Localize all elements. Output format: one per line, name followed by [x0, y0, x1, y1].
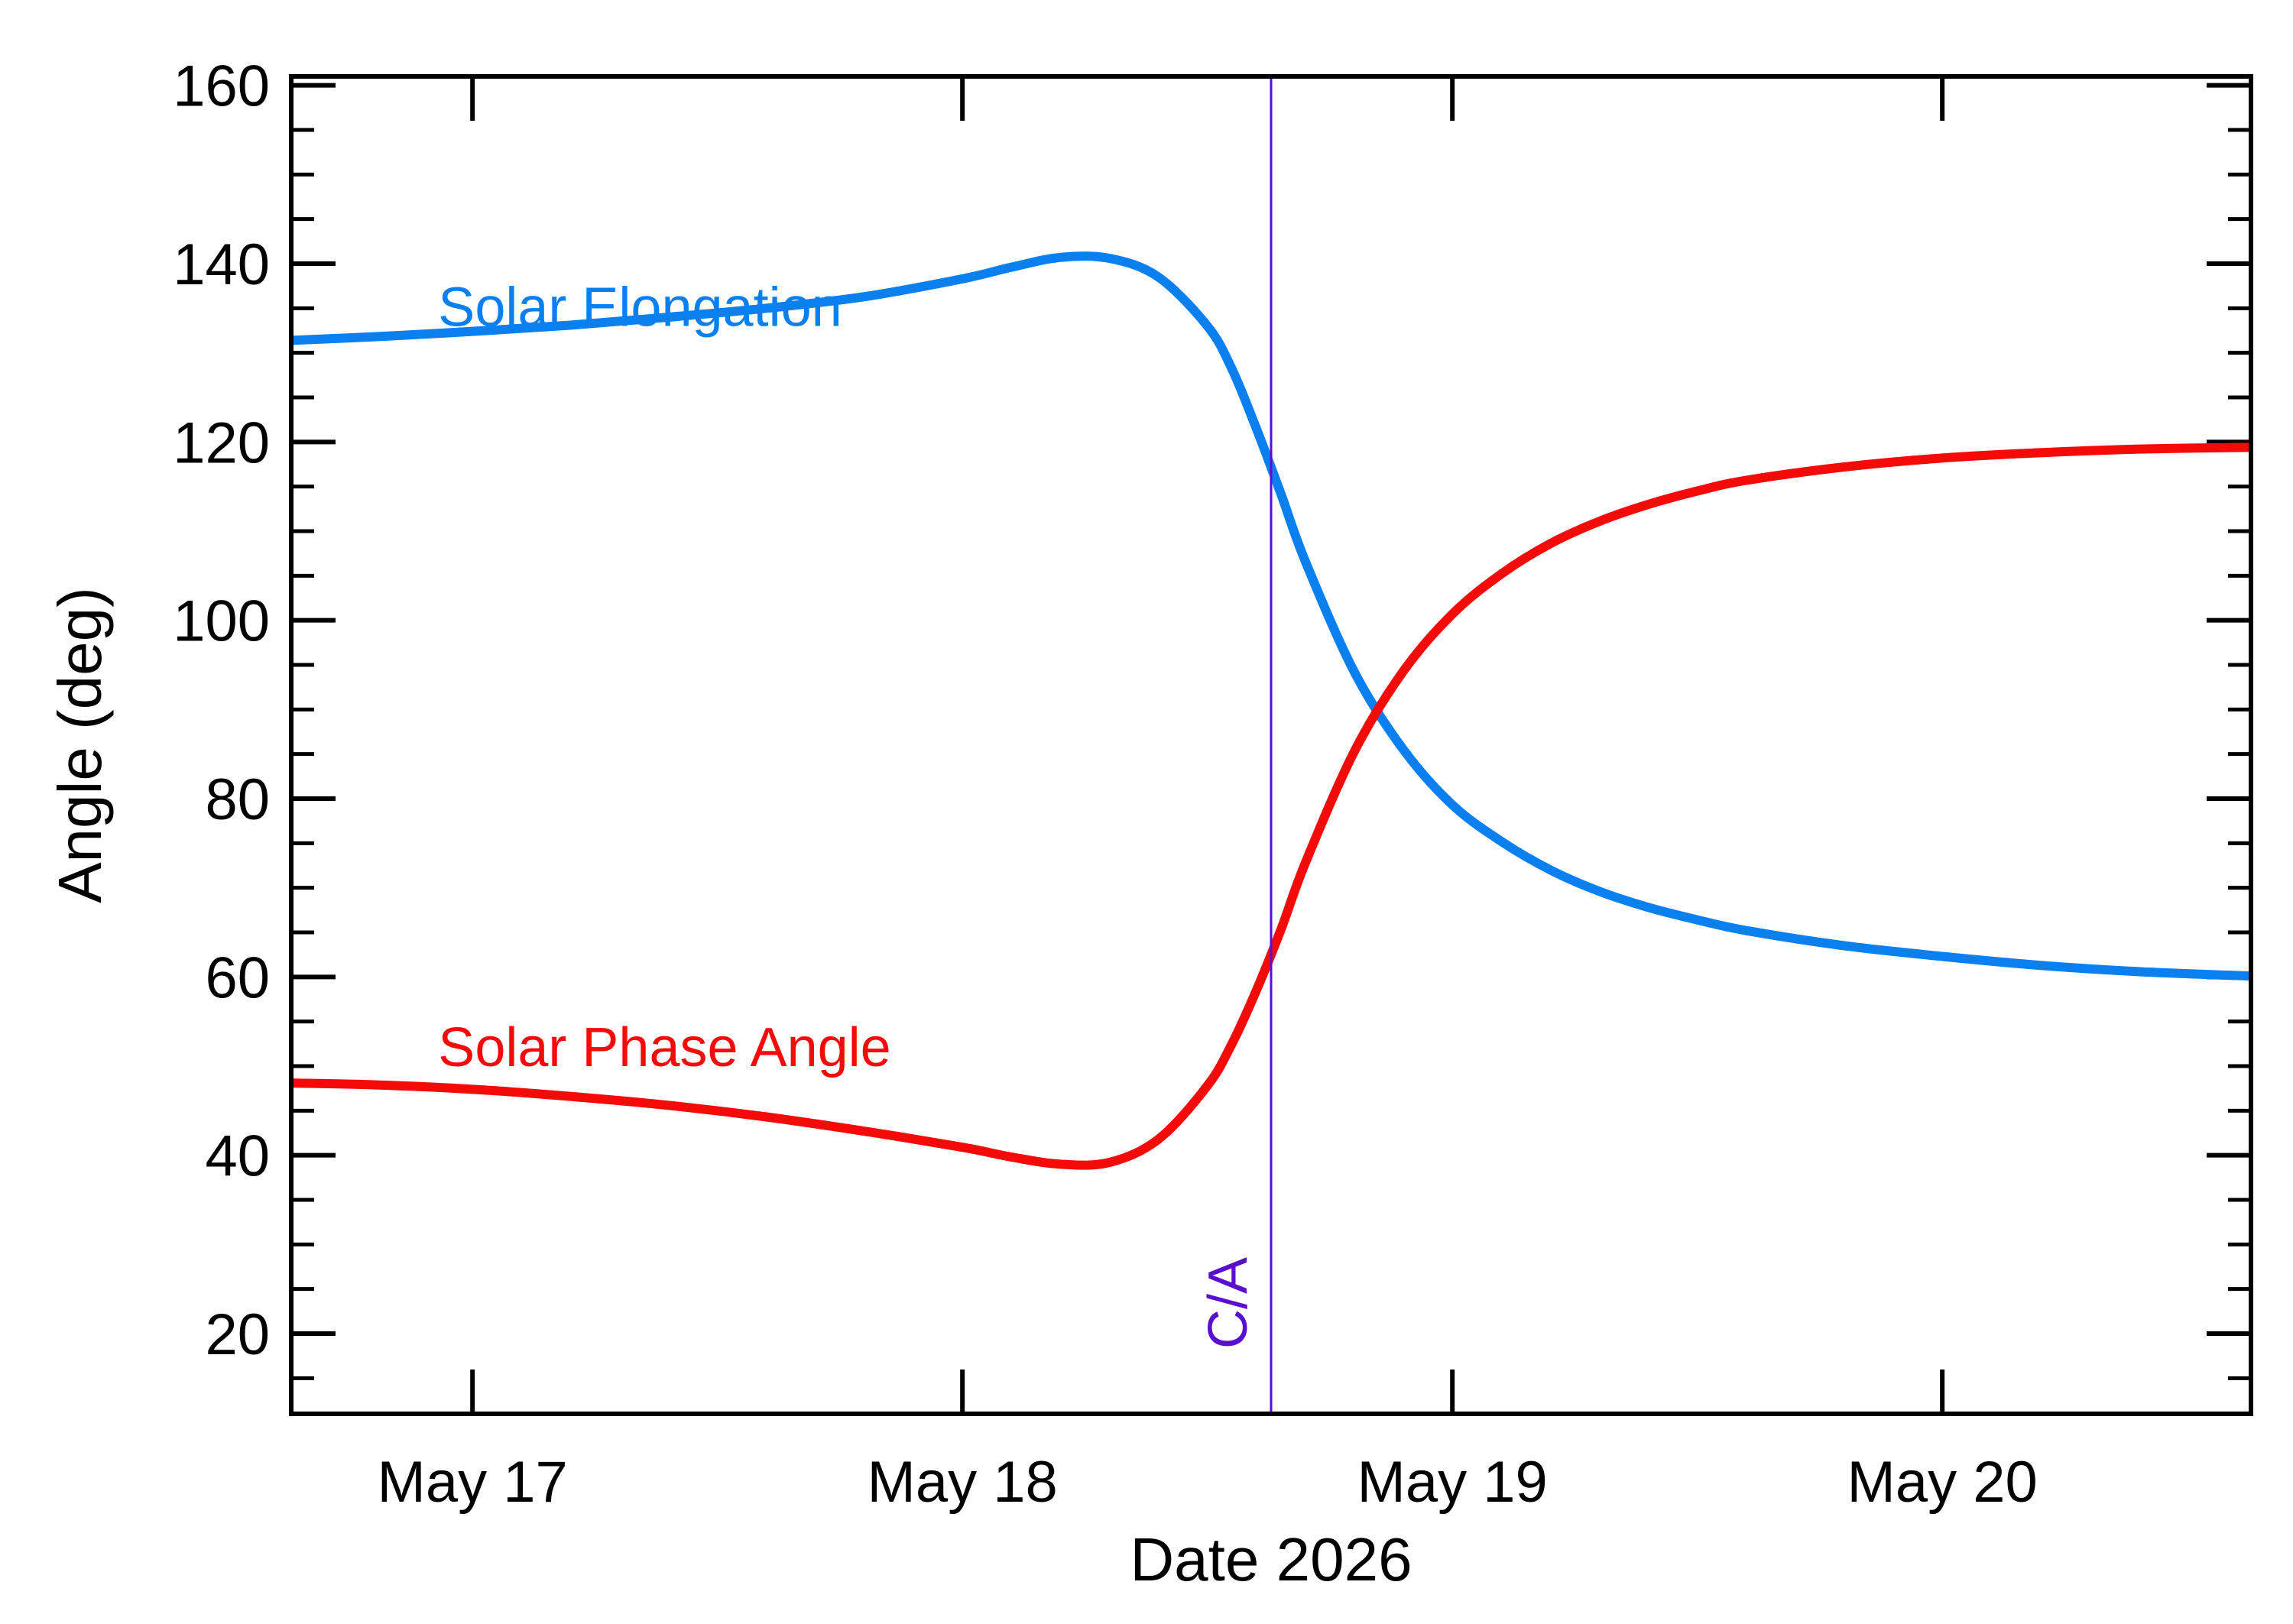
- plot-frame: [289, 74, 2253, 1416]
- y-tick-label: 100: [173, 589, 270, 654]
- y-tick-label: 80: [205, 767, 270, 832]
- solar-elongation-label: Solar Elongation: [438, 277, 842, 339]
- y-tick-label: 140: [173, 232, 270, 297]
- y-tick-label: 120: [173, 410, 270, 475]
- closest-approach-label: C/A: [1198, 1257, 1259, 1349]
- solar-elongation-line: [290, 251, 2252, 981]
- solar-phase-angle-label: Solar Phase Angle: [438, 1017, 890, 1078]
- y-tick-label: 20: [205, 1302, 270, 1367]
- x-tick-label: May 17: [378, 1450, 568, 1515]
- x-tick-label: May 20: [1847, 1450, 2038, 1515]
- x-tick-label: May 19: [1357, 1450, 1548, 1515]
- y-tick-label: 40: [205, 1124, 270, 1189]
- y-tick-label: 60: [205, 945, 270, 1010]
- x-axis-label: Date 2026: [1130, 1525, 1412, 1593]
- solar-phase-angle-line: [290, 442, 2252, 1170]
- annotations: C/A: [1198, 76, 1273, 1414]
- series-lines: Solar Elongation Solar Phase Angle: [290, 251, 2252, 1170]
- y-axis-label: Angle (deg): [46, 587, 114, 903]
- tick-labels: 20 40 60 80 100 120 140 160 May 17 May 18 May 19 Ma…: [173, 54, 2038, 1515]
- y-tick-label: 160: [173, 54, 270, 119]
- x-tick-label: May 18: [868, 1450, 1058, 1515]
